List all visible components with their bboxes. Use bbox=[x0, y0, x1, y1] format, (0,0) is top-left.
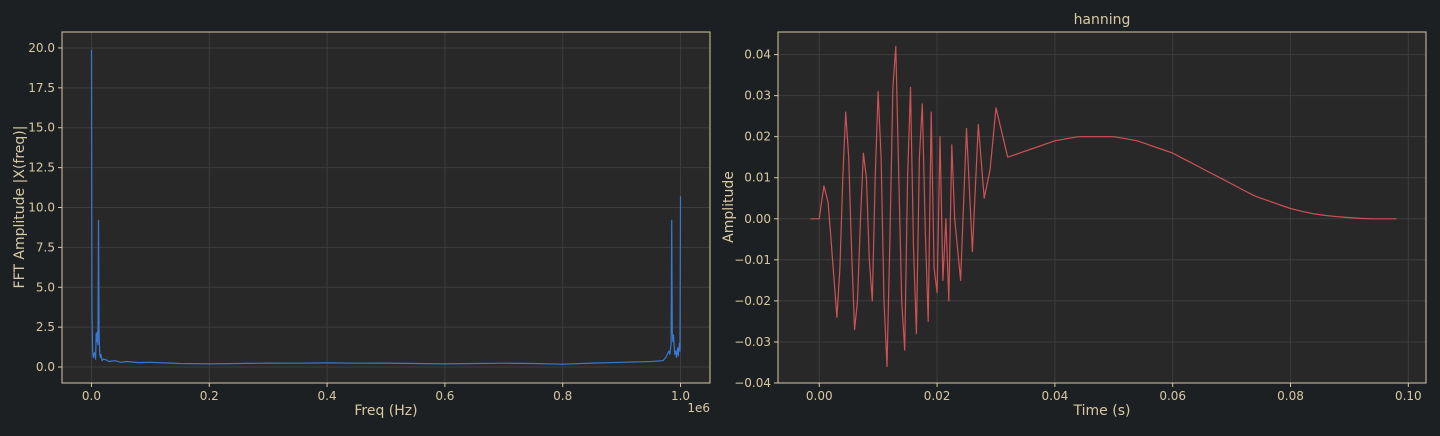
time-y-tick-label: 0.03 bbox=[744, 89, 771, 103]
fft-x-tick-label: 0.4 bbox=[318, 389, 337, 403]
time-y-tick-label: −0.02 bbox=[734, 294, 771, 308]
time-chart-title: hanning bbox=[1074, 12, 1131, 28]
fft-y-tick-label: 10.0 bbox=[28, 201, 55, 215]
time-plot-area bbox=[778, 32, 1426, 383]
time-x-tick-label: 0.10 bbox=[1395, 389, 1422, 403]
time-frame bbox=[777, 31, 1427, 384]
fft-y-tick-label: 0.0 bbox=[36, 360, 55, 374]
time-series bbox=[810, 45, 1397, 368]
fft-x-tick-label: 0.2 bbox=[200, 389, 219, 403]
time-x-tick-label: 0.02 bbox=[924, 389, 951, 403]
fft-y-tick-label: 5.0 bbox=[36, 280, 55, 294]
time-y-tick-label: 0.02 bbox=[744, 130, 771, 144]
time-y-tick-label: 0.04 bbox=[744, 48, 771, 62]
fft-y-tick-label: 12.5 bbox=[28, 161, 55, 175]
fft-x-tick-label: 0.0 bbox=[82, 389, 101, 403]
fft-x-tick-label: 1.0 bbox=[671, 389, 690, 403]
fft-y-tick-label: 17.5 bbox=[28, 81, 55, 95]
fft-y-tick-label: 2.5 bbox=[36, 320, 55, 334]
fft-y-tick-label: 15.0 bbox=[28, 121, 55, 135]
time-y-tick-label: 0.00 bbox=[744, 212, 771, 226]
fft-panel: 0.0 0.2 0.4 0.6 0.8 1.0 0.0 2.5 5.0 7.5 10.0 12.5 15… bbox=[12, 31, 711, 419]
time-y-tick-label: 0.01 bbox=[744, 171, 771, 185]
fft-series-line bbox=[90, 49, 682, 365]
time-series-line bbox=[810, 45, 1397, 368]
fft-x-axis-label: Freq (Hz) bbox=[354, 403, 417, 419]
fft-y-tick-label: 7.5 bbox=[36, 240, 55, 254]
fft-x-tick-label: 0.6 bbox=[435, 389, 454, 403]
time-x-tick-label: 0.08 bbox=[1277, 389, 1304, 403]
time-x-tick-label: 0.00 bbox=[806, 389, 833, 403]
time-y-tick-label: −0.01 bbox=[734, 253, 771, 267]
time-x-tick-label: 0.04 bbox=[1042, 389, 1069, 403]
fft-ticks: 0.0 0.2 0.4 0.6 0.8 1.0 0.0 2.5 5.0 7.5 10.0 12.5 15… bbox=[28, 41, 690, 403]
fft-y-axis-label: FFT Amplitude |X(freq)| bbox=[12, 126, 28, 289]
fft-y-tick-label: 20.0 bbox=[28, 41, 55, 55]
time-y-tick-label: −0.03 bbox=[734, 335, 771, 349]
fft-grid bbox=[62, 32, 710, 383]
time-x-axis-label: Time (s) bbox=[1073, 403, 1131, 419]
time-y-tick-label: −0.04 bbox=[734, 376, 771, 390]
time-x-tick-label: 0.06 bbox=[1159, 389, 1186, 403]
time-y-axis-label: Amplitude bbox=[721, 171, 737, 243]
fft-x-offset-label: 1e6 bbox=[687, 401, 710, 415]
time-panel: 0.00 0.02 0.04 0.06 0.08 0.10 −0.04 −0.03 −0.02 −… bbox=[721, 12, 1427, 419]
fft-series bbox=[90, 49, 682, 365]
fft-x-tick-label: 0.8 bbox=[553, 389, 572, 403]
time-ticks: 0.00 0.02 0.04 0.06 0.08 0.10 −0.04 −0.03 −0.02 −… bbox=[734, 48, 1421, 403]
